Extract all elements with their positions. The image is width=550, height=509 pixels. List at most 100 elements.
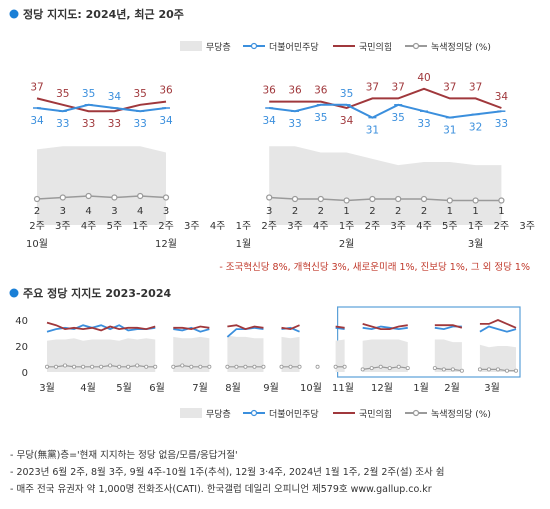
top-minor-parties-note: - 조국혁신당 8%, 개혁신당 3%, 새로운미래 1%, 진보당 1%, 그… [219, 261, 530, 273]
top-minjoo-data-label: 34 [263, 115, 277, 127]
top-x-tick-label: 1주 [236, 221, 252, 232]
bottom-noparty-area-5 [335, 339, 345, 372]
top-minjoo-data-label: 33 [495, 118, 508, 130]
top-green-point [162, 194, 170, 201]
top-legend-green-marker [412, 42, 420, 50]
top-green-point [266, 194, 273, 201]
bottom-month-label: 7월 [192, 382, 208, 394]
bottom-ppp-line-0 [46, 321, 156, 332]
footnotes: - 무당(無黨)층='현재 지지하는 정당 없음/모름/응답거절' - 2023… [10, 447, 445, 498]
top-green-point [369, 195, 376, 203]
top-x-tick-label: 1주 [339, 221, 355, 232]
bottom-title-dot [9, 288, 19, 298]
bottom-minjoo-line-5 [335, 326, 345, 330]
top-ppp-data-label: 36 [263, 85, 277, 97]
bottom-green-line-7 [434, 367, 462, 372]
top-x-tick-label: 2주 [158, 221, 174, 232]
top-green-data-label: 2 [369, 206, 375, 217]
bottom-noparty-area-8 [479, 344, 516, 372]
top-ppp-data-label: 33 [108, 118, 121, 130]
bottom-green-point [135, 363, 140, 368]
bottom-green-point [126, 364, 131, 369]
bottom-green-point [45, 364, 50, 369]
top-ppp-line-0 [36, 97, 167, 113]
top-noparty-area-1 [269, 146, 502, 225]
top-ppp-data-label: 37 [392, 81, 405, 93]
top-minjoo-line-1 [269, 103, 502, 119]
top-month-label: 3월 [468, 238, 484, 250]
bottom-green-point [225, 364, 230, 369]
bottom-green-point [315, 364, 320, 369]
top-green-point [33, 195, 41, 203]
bottom-green-point [144, 364, 149, 369]
bottom-title: 주요 정당 지지도 2023-2024 [23, 286, 171, 300]
bottom-green-point [279, 364, 284, 369]
top-x-tick-label: 3주 [390, 221, 406, 232]
bottom-noparty-area-2 [227, 335, 264, 372]
top-ppp-data-label: 36 [288, 85, 302, 97]
bottom-y-tick-label: 40 [15, 316, 28, 327]
bottom-minjoo-line-0 [46, 324, 156, 333]
bottom-green-point [54, 364, 59, 369]
bottom-minjoo-line-8 [479, 325, 517, 333]
bottom-ppp-line-6 [362, 323, 408, 331]
top-green-point [343, 197, 350, 204]
bottom-legend-ppp-label: 국민의힘 [359, 409, 392, 420]
bottom-green-point [198, 364, 203, 369]
top-x-tick-label: 5주 [107, 221, 123, 232]
bottom-ppp-line-8 [479, 319, 517, 329]
bottom-green-point [360, 367, 365, 372]
bottom-month-label: 3월 [39, 382, 55, 394]
top-green-data-label: 2 [421, 206, 427, 217]
top-green-point [420, 195, 428, 203]
top-green-data-label: 1 [498, 206, 504, 217]
top-ppp-data-label: 37 [443, 81, 456, 93]
top-month-label: 2월 [339, 238, 355, 250]
top-ppp-line-1 [269, 87, 502, 110]
top-green-point [498, 197, 505, 204]
footnote-3: - 매주 전국 유권자 약 1,000명 전화조사(CATI). 한국갤럽 데일… [10, 484, 432, 495]
bottom-green-point [450, 367, 455, 372]
bottom-green-point [387, 366, 392, 371]
bottom-green-point [180, 363, 185, 368]
top-x-tick-label: 2주 [29, 221, 45, 232]
bottom-ppp-line-2 [227, 324, 264, 331]
top-green-point [137, 192, 144, 200]
top-x-tick-label: 2주 [261, 221, 277, 232]
top-ppp-data-label: 36 [159, 85, 173, 97]
top-legend-noparty-label: 무당층 [206, 42, 231, 53]
top-green-line-0 [36, 195, 167, 200]
bottom-green-point [108, 363, 113, 368]
top-x-tick-label: 1주 [468, 221, 484, 232]
bottom-ppp-line-5 [335, 325, 345, 329]
footnote-2: - 2023년 6월 2주, 8월 3주, 9월 4주-10월 1주(추석), … [10, 467, 445, 478]
bottom-green-point [63, 363, 68, 368]
bottom-noparty-area-1 [173, 336, 210, 372]
top-ppp-data-label: 40 [417, 72, 430, 84]
top-legend-minjoo-label: 더불어민주당 [269, 42, 319, 53]
bottom-green-point [369, 366, 374, 371]
top-ppp-data-label: 36 [314, 85, 328, 97]
bottom-minjoo-line-6 [362, 325, 408, 331]
top-green-point [395, 195, 402, 203]
bottom-green-point [459, 368, 464, 373]
footnote-1: - 무당(無黨)층='현재 지지하는 정당 없음/모름/응답거절' [10, 450, 238, 461]
top-month-label: 1월 [236, 238, 252, 250]
bottom-green-point [99, 364, 104, 369]
bottom-green-point [81, 364, 86, 369]
top-title: 정당 지지도: 2024년, 최근 20주 [23, 7, 184, 21]
bottom-month-label: 4월 [80, 382, 96, 394]
bottom-month-label: 2월 [444, 382, 460, 394]
bottom-ppp-line-3 [281, 324, 300, 331]
bottom-green-point [378, 364, 383, 369]
bottom-green-point [504, 368, 509, 373]
bottom-green-point [495, 367, 500, 372]
bottom-y-tick-label: 20 [15, 342, 28, 353]
bottom-green-point [288, 364, 293, 369]
bottom-legend-minjoo-label: 더불어민주당 [269, 409, 319, 420]
top-green-point [291, 195, 299, 203]
top-x-tick-label: 3주 [519, 221, 535, 232]
bottom-green-point [207, 364, 212, 369]
bottom-green-point [405, 366, 410, 371]
